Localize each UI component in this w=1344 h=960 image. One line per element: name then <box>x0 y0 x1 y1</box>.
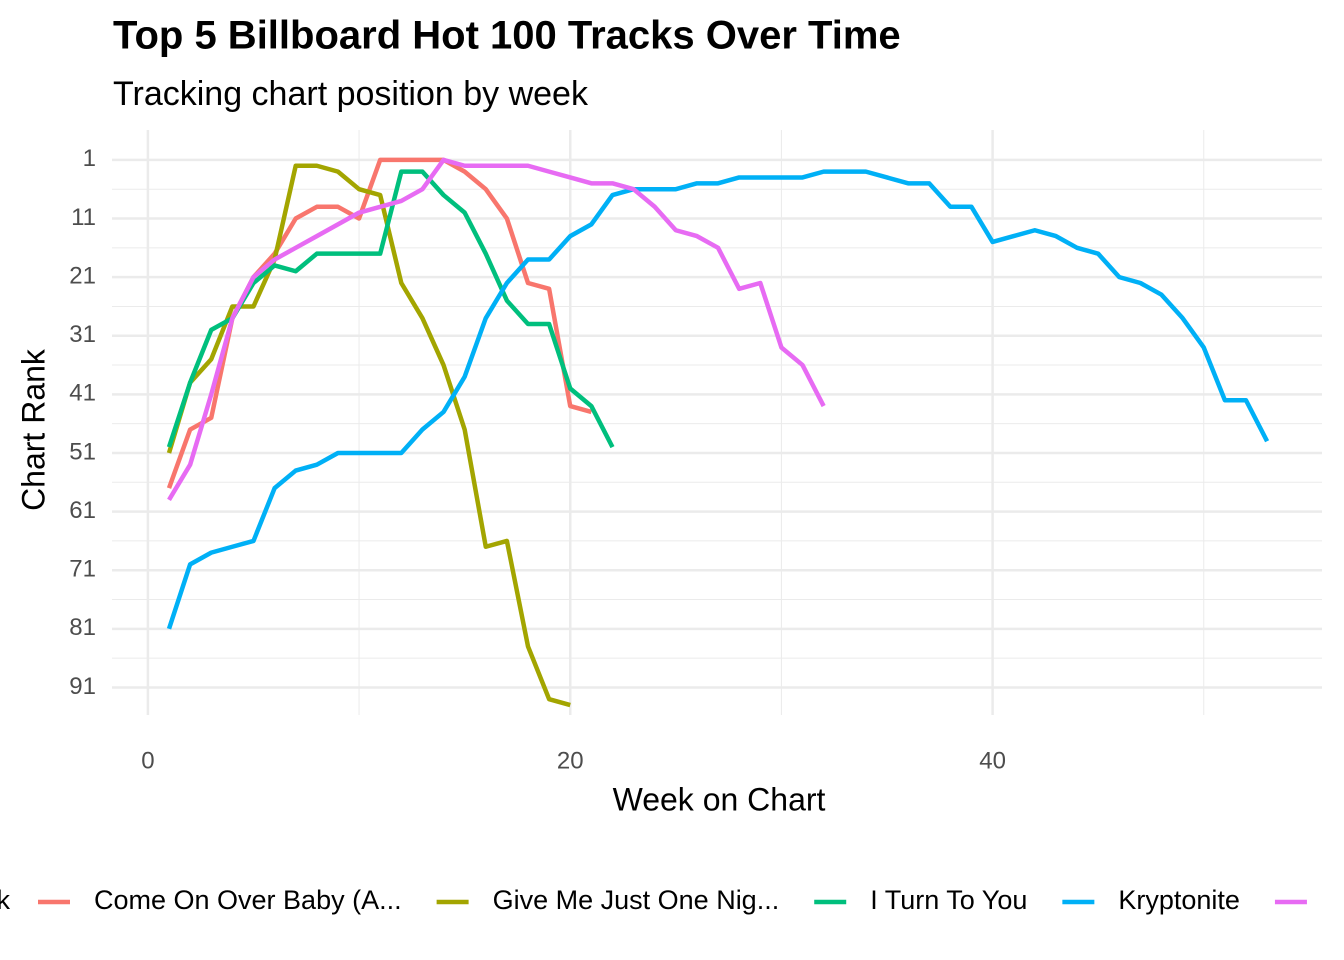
y-tick-label: 11 <box>71 204 96 231</box>
y-tick-label: 51 <box>69 438 96 465</box>
series-line <box>166 169 1270 630</box>
legend-label: Come On Over Baby (A... <box>94 885 402 915</box>
legend: k Come On Over Baby (A... Give Me Just One… <box>0 885 1307 915</box>
chart-subtitle: Tracking chart position by week <box>113 75 589 113</box>
grid <box>112 130 1322 715</box>
legend-label: I Turn To You <box>870 885 1027 915</box>
x-axis-title: Week on Chart <box>613 781 826 817</box>
y-tick-label: 81 <box>69 614 96 641</box>
y-tick-label: 71 <box>69 556 96 583</box>
legend-label: Kryptonite <box>1118 885 1240 915</box>
y-tick-label: 31 <box>69 321 96 348</box>
y-axis-title: Chart Rank <box>15 348 51 511</box>
series-line <box>166 163 571 708</box>
lines <box>166 157 1270 708</box>
x-tick-label: 0 <box>141 747 154 774</box>
y-tick-label: 21 <box>69 262 96 289</box>
series-line <box>167 157 826 502</box>
chart-title: Top 5 Billboard Hot 100 Tracks Over Time <box>113 14 901 58</box>
legend-title: k <box>0 885 11 915</box>
x-tick-label: 20 <box>557 747 584 774</box>
legend-label: Give Me Just One Nig... <box>493 885 780 915</box>
y-tick-label: 61 <box>69 497 96 524</box>
y-tick-label: 91 <box>69 673 96 700</box>
x-tick-label: 40 <box>979 747 1006 774</box>
y-tick-label: 41 <box>69 380 96 407</box>
y-tick-label: 1 <box>83 145 96 172</box>
